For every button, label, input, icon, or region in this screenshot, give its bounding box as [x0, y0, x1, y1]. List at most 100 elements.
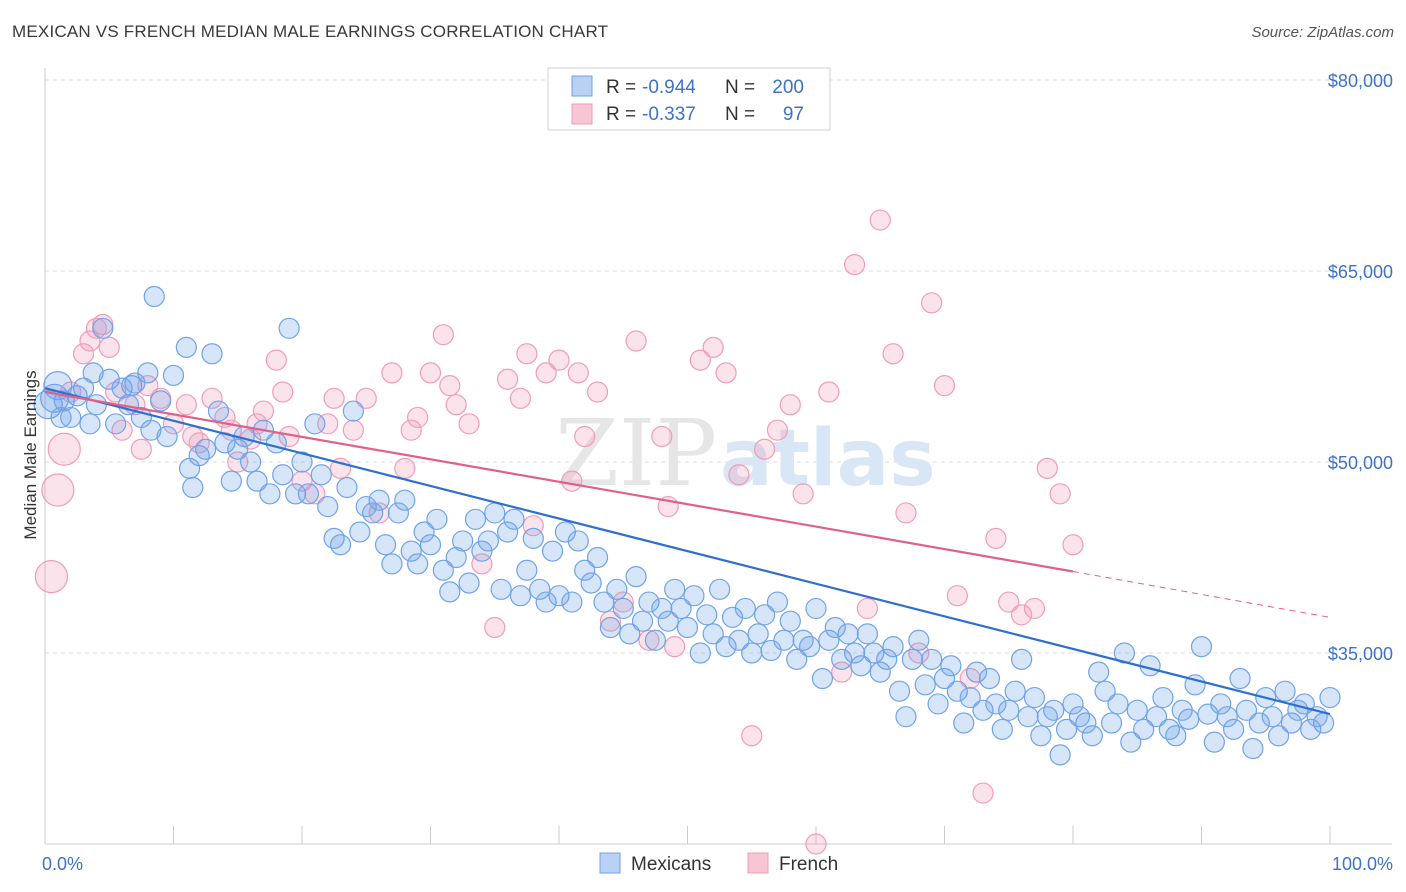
mexicans-point-114	[741, 642, 763, 664]
mexicans-point-183	[1184, 674, 1206, 696]
french-point-42	[432, 324, 454, 346]
french-point-19	[201, 387, 223, 409]
french-point-32	[323, 387, 345, 409]
mexicans-point-165	[1068, 706, 1091, 728]
legend-swatch-mexicans	[571, 75, 593, 97]
mexicans-point-68	[445, 546, 467, 569]
mexicans-point-28	[188, 445, 210, 467]
mexicans-point-149	[966, 661, 988, 683]
french-point-41	[419, 362, 442, 384]
mexicans-point-197	[1274, 680, 1296, 702]
mexicans-point-103	[670, 597, 692, 620]
mexicans-point-141	[914, 674, 936, 696]
mexicans-point-193	[1248, 712, 1270, 734]
mexicans-point-179	[1158, 718, 1180, 741]
mexicans-point-46	[304, 413, 326, 435]
mexicans-point-55	[362, 502, 384, 524]
mexicans-point-78	[509, 585, 532, 607]
mexicans-point-94	[612, 597, 634, 620]
french-point-4	[72, 343, 95, 365]
y-tick-label-2: $65,000	[1328, 262, 1393, 282]
mexicans-point-138	[895, 706, 917, 728]
y-tick-label-1: $50,000	[1328, 453, 1393, 473]
mexicans-point-177	[1145, 706, 1168, 728]
mexicans-point-40	[265, 432, 287, 454]
legend-box	[547, 67, 831, 131]
mexicans-point-184	[1190, 636, 1213, 658]
french-point-52	[535, 362, 557, 384]
mexicans-point-107	[696, 604, 718, 626]
mexicans-point-122	[792, 629, 814, 651]
x-tick-label-1: 100.0%	[1332, 854, 1393, 874]
mexicans-point-88	[574, 559, 596, 581]
mexicans-point-164	[1062, 693, 1084, 715]
legend-swatch-french	[571, 103, 593, 125]
mexicans-trend-line	[44, 387, 1331, 716]
legend-r-value-1: -0.944	[642, 77, 696, 98]
mexicans-point-154	[998, 699, 1020, 721]
source-label: Source: ZipAtlas.com	[1251, 24, 1394, 41]
bottom-legend-french: French	[779, 854, 838, 875]
mexicans-point-161	[1043, 699, 1065, 721]
mexicans-point-59	[387, 502, 409, 524]
french-point-56	[574, 425, 596, 448]
watermark: ZIP atlas	[555, 400, 936, 507]
axes	[44, 68, 1392, 845]
mexicans-point-83	[541, 540, 564, 562]
mexicans-point-166	[1075, 712, 1097, 734]
mexicans-point-187	[1210, 693, 1232, 715]
french-point-72	[766, 419, 789, 441]
french-point-76	[818, 381, 840, 403]
french-point-61	[638, 629, 660, 651]
mexicans-point-123	[798, 636, 821, 658]
french-point-13	[137, 375, 159, 397]
mexicans-point-66	[432, 559, 454, 581]
mexicans-point-151	[978, 667, 1001, 690]
french-point-10	[111, 419, 133, 441]
mexicans-point-190	[1229, 667, 1251, 690]
mexicans-points	[33, 285, 1341, 766]
mexicans-point-142	[921, 648, 943, 670]
mexicans-point-79	[516, 559, 538, 581]
mexicans-point-81	[529, 578, 551, 600]
french-point-50	[516, 343, 538, 365]
mexicans-point-43	[284, 483, 307, 505]
french-point-91	[1010, 604, 1033, 626]
mexicans-point-16	[121, 375, 143, 397]
french-point-59	[612, 591, 634, 613]
french-point-83	[908, 642, 930, 664]
mexicans-point-146	[946, 680, 968, 702]
legend-n-label-1: N =	[725, 77, 755, 98]
mexicans-point-92	[599, 616, 622, 639]
mexicans-point-152	[985, 693, 1007, 715]
mexicans-point-22	[150, 390, 172, 412]
mexicans-point-76	[497, 521, 519, 543]
french-point-37	[381, 362, 403, 384]
french-trend-line	[44, 390, 1074, 573]
french-point-64	[664, 636, 686, 658]
mexicans-point-159	[1030, 725, 1052, 747]
mexicans-point-143	[927, 693, 949, 715]
mexicans-point-191	[1235, 699, 1258, 721]
french-point-12	[130, 438, 152, 460]
french-point-90	[998, 591, 1020, 613]
french-point-85	[933, 375, 956, 397]
mexicans-point-72	[471, 540, 493, 562]
french-point-18	[188, 432, 210, 454]
mexicans-point-178	[1152, 686, 1174, 709]
mexicans-point-155	[1004, 680, 1026, 702]
mexicans-point-137	[888, 680, 911, 702]
mexicans-point-50	[329, 534, 352, 556]
mexicans-point-12	[98, 368, 120, 390]
mexicans-point-82	[535, 591, 557, 613]
french-point-92	[1023, 597, 1046, 620]
mexicans-point-71	[464, 508, 487, 530]
mexicans-point-198	[1280, 712, 1303, 734]
mexicans-point-64	[419, 534, 442, 556]
mexicans-point-158	[1023, 686, 1046, 709]
mexicans-point-105	[683, 585, 705, 607]
french-point-49	[509, 387, 532, 409]
mexicans-point-85	[554, 521, 577, 543]
mexicans-point-34	[227, 438, 249, 460]
mexicans-point-173	[1120, 731, 1142, 753]
